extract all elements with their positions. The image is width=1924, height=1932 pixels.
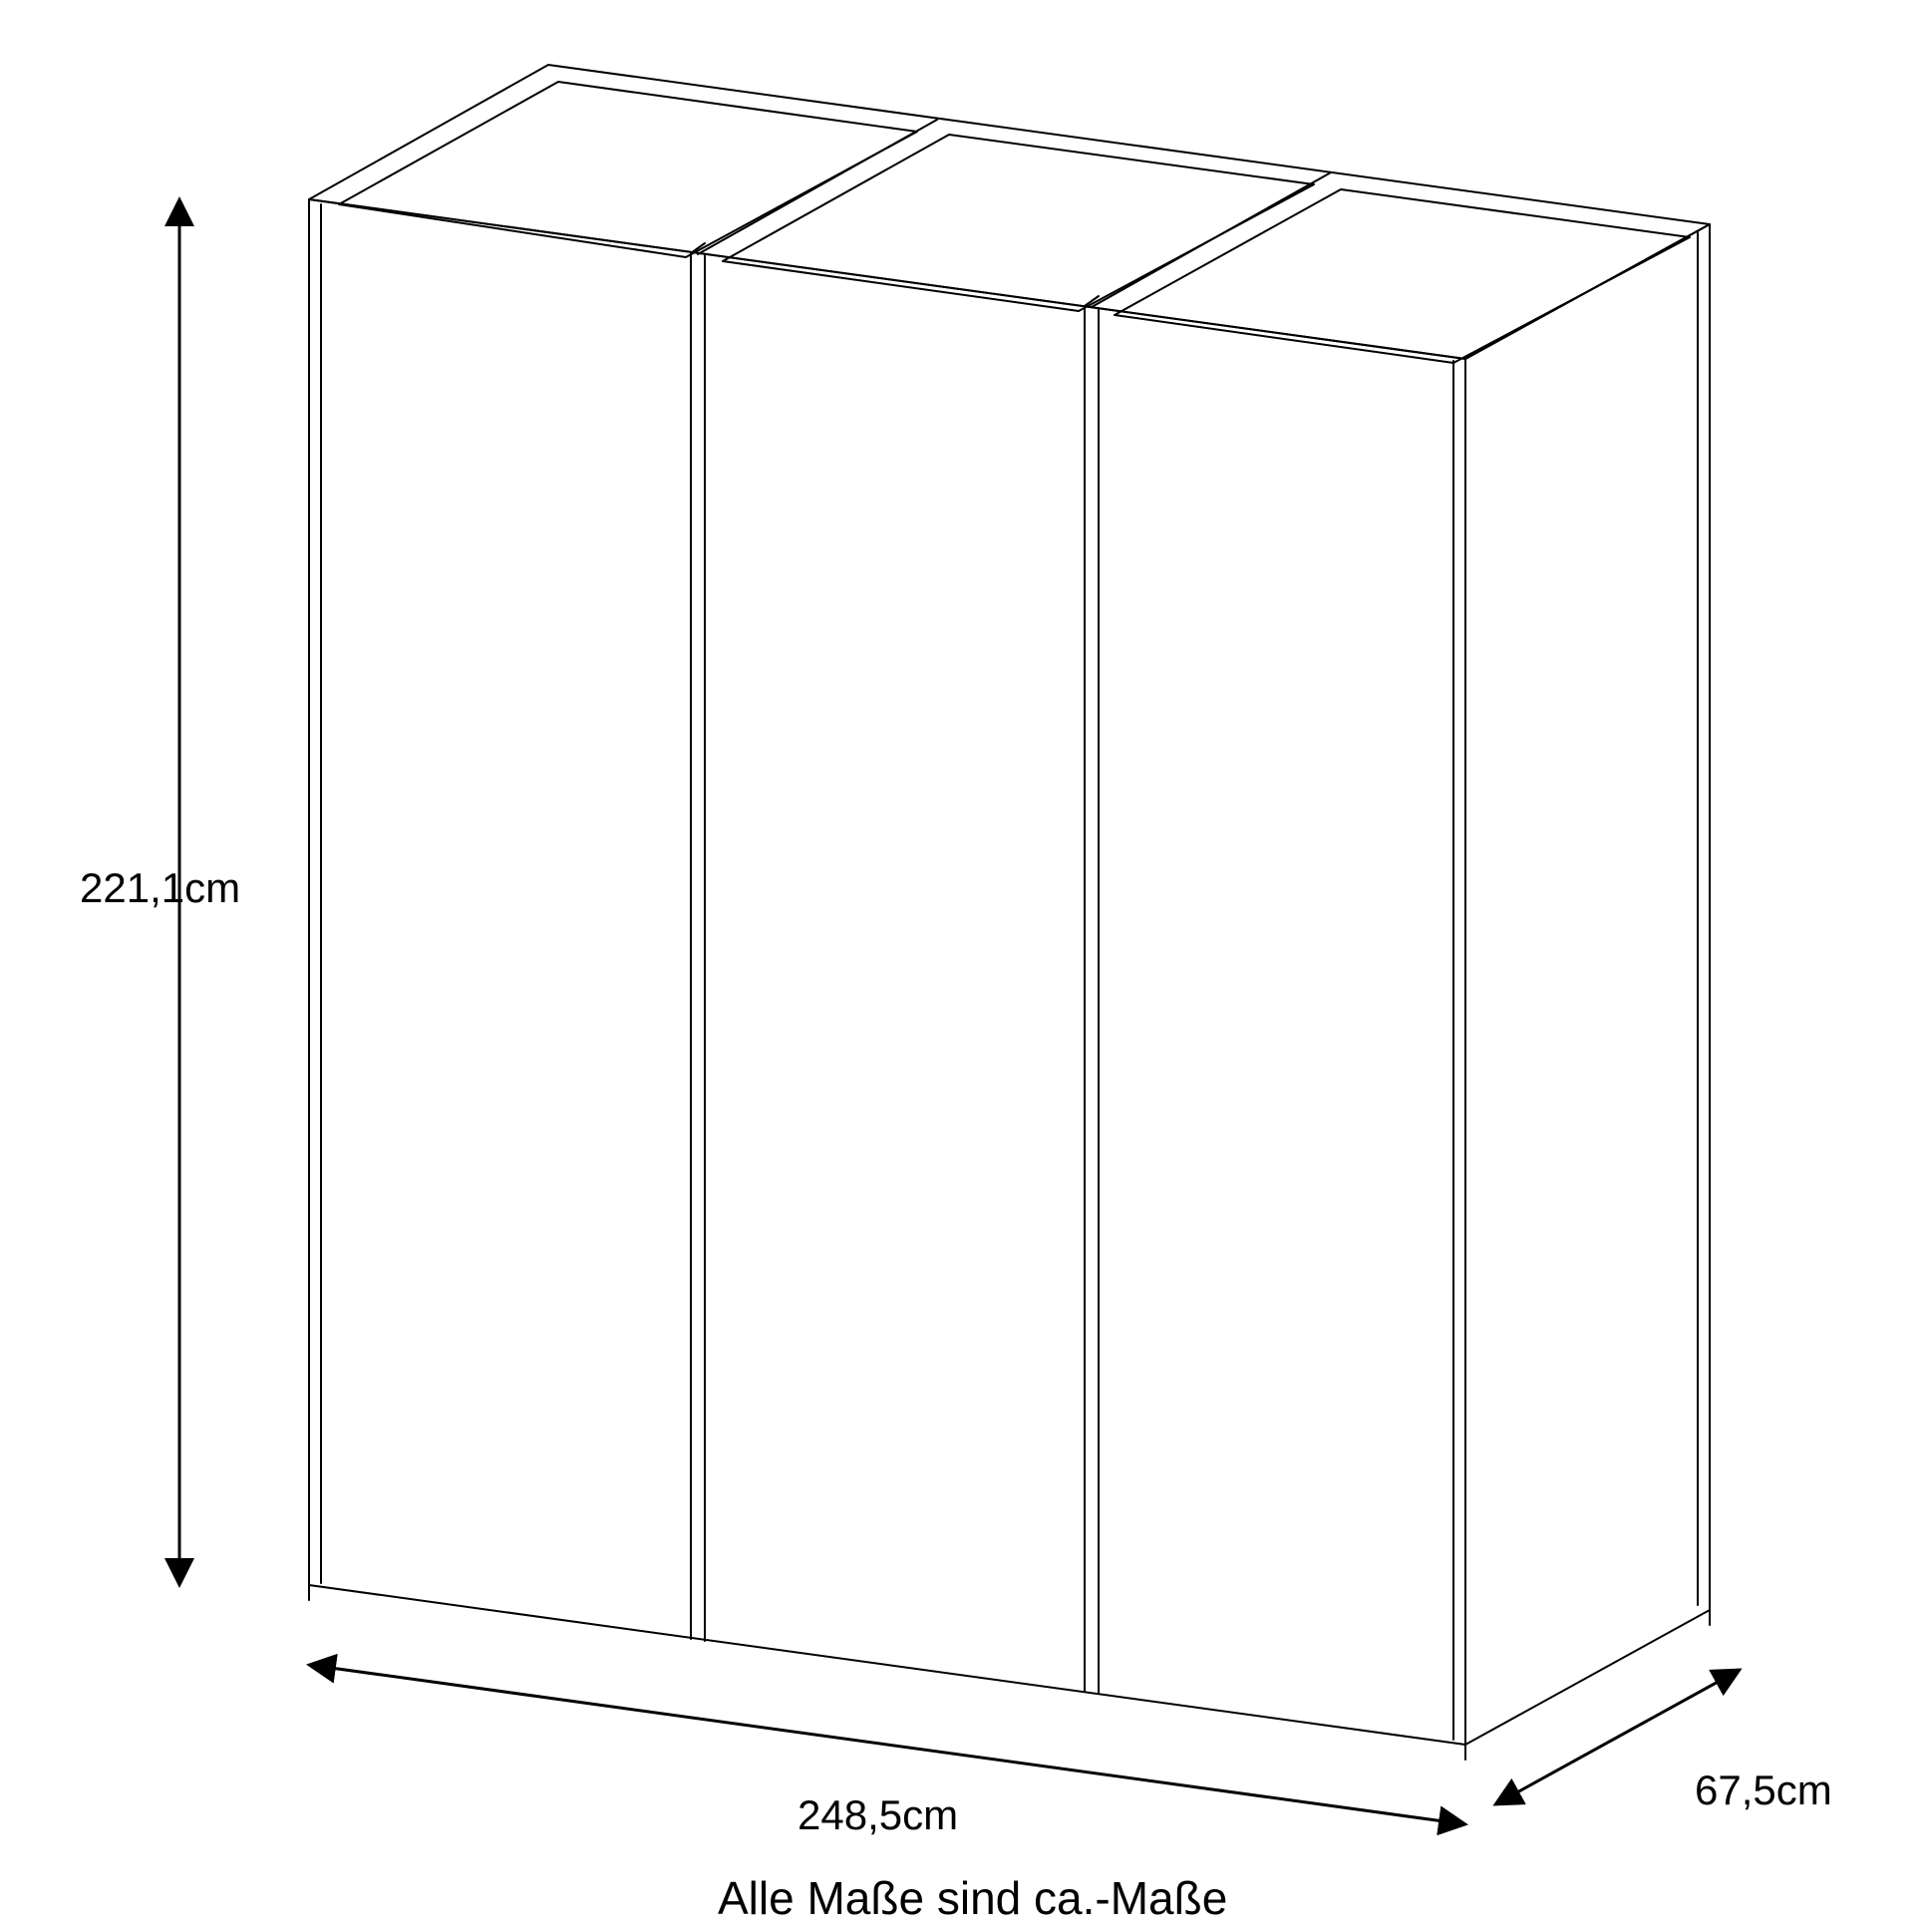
wardrobe — [309, 65, 1710, 1760]
width-label: 248,5cm — [798, 1791, 958, 1838]
side-outline — [1465, 224, 1710, 1745]
height-label: 221,1cm — [80, 864, 240, 911]
dimension-drawing: 221,1cm 248,5cm 67,5cm Alle Maße sind ca… — [0, 0, 1924, 1932]
top-panel-2 — [723, 135, 1314, 311]
depth-label: 67,5cm — [1695, 1767, 1832, 1813]
caption: Alle Maße sind ca.-Maße — [718, 1872, 1227, 1924]
top-panel-3 — [1115, 189, 1690, 363]
front-outline — [309, 199, 1465, 1745]
dimension-arrows — [179, 199, 1740, 1824]
top-panel-1 — [339, 82, 917, 257]
